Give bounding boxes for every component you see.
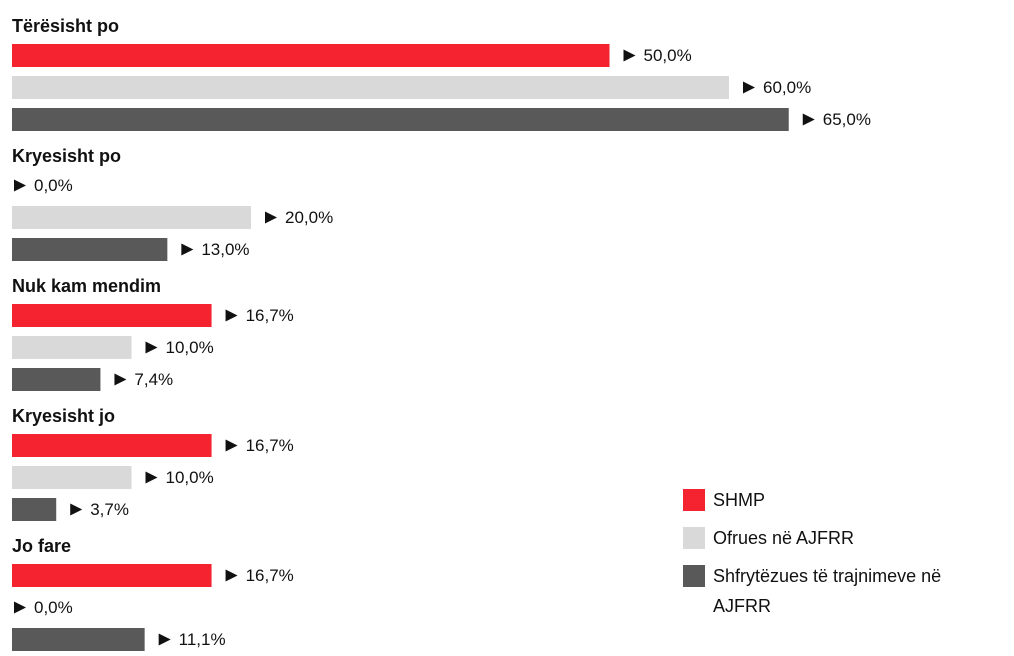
arrow-marker [743, 81, 755, 94]
category-label: Kryesisht jo [12, 406, 115, 426]
arrow-marker [265, 211, 277, 224]
bar [12, 628, 145, 651]
bar [12, 238, 168, 261]
value-label: 0,0% [34, 176, 73, 195]
value-label: 65,0% [823, 110, 871, 129]
legend-label: Ofrues në AJFRR [713, 528, 855, 548]
arrow-marker [145, 341, 158, 354]
category-label: Kryesisht po [12, 146, 121, 166]
legend-swatch [683, 527, 705, 549]
value-label: 60,0% [763, 78, 811, 97]
arrow-marker [14, 601, 26, 614]
value-label: 3,7% [90, 500, 129, 519]
arrow-marker [114, 373, 127, 386]
bar [12, 466, 132, 489]
bar [12, 368, 101, 391]
bar [12, 206, 251, 229]
value-label: 16,7% [246, 306, 294, 325]
value-label: 16,7% [246, 566, 294, 585]
legend-item: Shfrytëzues të trajnimeve në AJFRR [683, 561, 1003, 621]
bar [12, 336, 132, 359]
bar [12, 498, 57, 521]
legend-swatch [683, 565, 705, 587]
arrow-marker [225, 439, 238, 452]
category-label: Jo fare [12, 536, 71, 556]
arrow-marker [623, 49, 636, 62]
arrow-marker [158, 633, 171, 646]
bar [12, 108, 789, 131]
arrow-marker [70, 503, 83, 516]
value-label: 0,0% [34, 598, 73, 617]
value-label: 20,0% [285, 208, 333, 227]
value-label: 11,1% [179, 630, 226, 649]
category-label: Tërësisht po [12, 16, 119, 36]
bar [12, 434, 212, 457]
value-label: 7,4% [134, 370, 173, 389]
legend-item: SHMP [683, 485, 1003, 515]
bar [12, 44, 610, 67]
arrow-marker [181, 243, 194, 256]
arrow-marker [225, 569, 238, 582]
arrow-marker [14, 179, 26, 192]
legend: SHMP Ofrues në AJFRR Shfrytëzues të trajni… [683, 485, 1003, 629]
value-label: 10,0% [166, 468, 214, 487]
value-label: 10,0% [166, 338, 214, 357]
value-label: 50,0% [644, 46, 692, 65]
legend-item: Ofrues në AJFRR [683, 523, 1003, 553]
value-label: 16,7% [246, 436, 294, 455]
legend-label: SHMP [713, 490, 766, 510]
arrow-marker [225, 309, 238, 322]
value-label: 13,0% [201, 240, 249, 259]
arrow-marker [802, 113, 815, 126]
legend-label: Shfrytëzues të trajnimeve në AJFRR [713, 566, 942, 616]
arrow-marker [145, 471, 158, 484]
bar [12, 304, 212, 327]
bar [12, 564, 212, 587]
bar [12, 76, 729, 99]
legend-swatch [683, 489, 705, 511]
category-label: Nuk kam mendim [12, 276, 161, 296]
